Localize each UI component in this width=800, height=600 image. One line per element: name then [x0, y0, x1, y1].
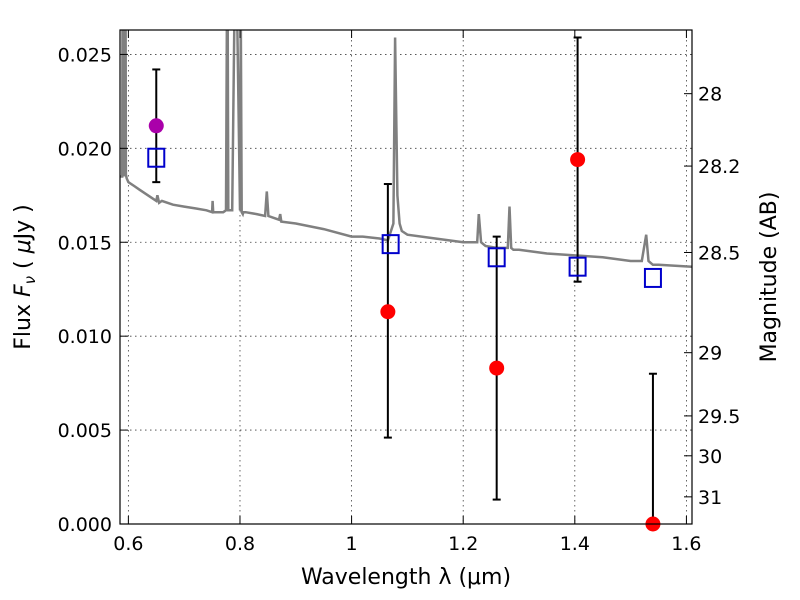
- model-photometry-point: [643, 267, 662, 288]
- y-tick-label: 0.005: [58, 420, 112, 442]
- x-tick-label: 0.8: [225, 533, 255, 555]
- y-tick-label: 0.015: [58, 232, 112, 254]
- y2-tick-label: 31: [698, 487, 722, 509]
- y-tick-label: 0.000: [58, 514, 112, 536]
- plot-frame: [119, 29, 693, 525]
- plot-area: [120, 30, 692, 268]
- y-axis-label-text: Flux Fν ( μJy ): [11, 204, 39, 349]
- observed-point: [148, 118, 164, 134]
- model-photometry-point: [381, 234, 400, 255]
- model-photometry-point: [568, 256, 587, 277]
- observed-point: [380, 304, 396, 320]
- x-axis-label: Wavelength λ (μm): [301, 565, 511, 590]
- x-tick-label: 1.6: [671, 533, 701, 555]
- y-tick-label: 0.010: [58, 326, 112, 348]
- y2-tick-label: 29.5: [698, 406, 740, 428]
- y2-tick-label: 28.5: [698, 242, 740, 264]
- x-tick-label: 0.6: [113, 533, 143, 555]
- y2-tick-label: 29: [698, 343, 722, 365]
- y2-axis-label: Magnitude (AB): [757, 192, 782, 363]
- y2-tick-label: 28: [698, 84, 722, 106]
- y-tick-label: 0.020: [58, 138, 112, 160]
- x-tick-label: 1.2: [448, 533, 478, 555]
- grid: [120, 30, 692, 525]
- x-tick-label: 1: [346, 533, 358, 555]
- y-axis-label: Flux Fν ( μJy ): [11, 204, 39, 349]
- y2-tick-label: 28.2: [698, 156, 740, 178]
- data-marks: [147, 36, 662, 532]
- model-photometry-point: [487, 247, 506, 268]
- observed-point: [570, 152, 586, 168]
- model-spectrum-line: [120, 30, 692, 268]
- x-tick-label: 1.4: [560, 533, 590, 555]
- observed-point: [489, 360, 505, 376]
- y2-tick-label: 30: [698, 446, 722, 468]
- model-photometry-point: [147, 147, 166, 168]
- axis-ticks: 0.6 0.8 1 1.2 1.4 1.6 0.000 0.005 0.010 0.015 0.02…: [58, 30, 740, 555]
- y-tick-label: 0.025: [58, 44, 112, 66]
